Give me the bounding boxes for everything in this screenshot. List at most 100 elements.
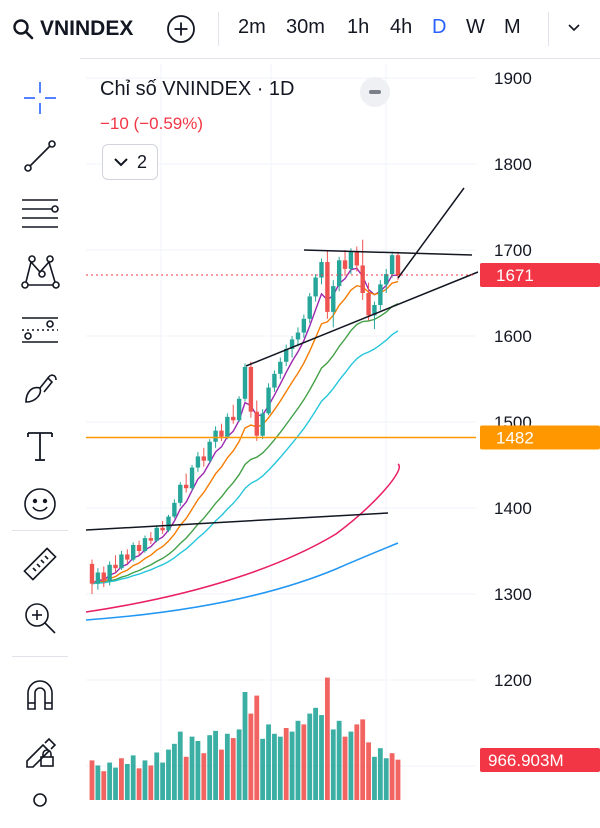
- divider: [12, 656, 68, 657]
- trend-line: [303, 249, 473, 256]
- candle-body: [154, 527, 159, 541]
- volume-bar: [283, 728, 289, 800]
- candle-body: [231, 416, 236, 421]
- indicators-toggle-button[interactable]: 2: [102, 144, 158, 180]
- volume-bar: [154, 752, 160, 800]
- chart-area[interactable]: 1900180017001600150014001300120011001671…: [85, 64, 600, 800]
- interval-30m[interactable]: 30m: [286, 16, 325, 38]
- price-tag-label: 1482: [496, 428, 534, 447]
- volume-bar: [330, 729, 336, 800]
- volume-bar: [124, 764, 130, 800]
- candle-body: [183, 484, 189, 489]
- symbol-search[interactable]: VNINDEX: [12, 14, 133, 44]
- candle-body: [201, 456, 207, 461]
- trend-line-icon[interactable]: [20, 136, 60, 176]
- prediction-icon[interactable]: [20, 310, 60, 350]
- candle-body: [89, 563, 95, 584]
- candle-body: [207, 441, 212, 461]
- volume-bar: [295, 720, 301, 800]
- ruler-icon[interactable]: [20, 545, 60, 585]
- candle-body: [178, 484, 183, 503]
- pattern-icon[interactable]: [20, 252, 60, 292]
- volume-bar: [389, 753, 395, 800]
- interval-m[interactable]: M: [504, 16, 521, 38]
- candle-body: [307, 296, 312, 319]
- zoom-in-icon[interactable]: [20, 598, 60, 638]
- volume-bar: [336, 720, 342, 800]
- volume-bar: [183, 756, 189, 800]
- candle-body: [342, 260, 348, 269]
- price-chart[interactable]: 1900180017001600150014001300120011001671…: [85, 64, 600, 800]
- search-icon: [13, 19, 34, 40]
- candle-body: [225, 416, 230, 437]
- candle-body: [101, 572, 106, 582]
- volume-bar: [301, 724, 307, 800]
- moving-average-line: [85, 463, 401, 613]
- volume-bar: [207, 735, 213, 800]
- price-tag-label: 966.903M: [488, 751, 564, 770]
- candle-body: [366, 293, 371, 316]
- fib-retracement-icon[interactable]: [20, 194, 60, 234]
- trend-line: [397, 187, 465, 279]
- candle-body: [172, 502, 177, 517]
- candle-body: [360, 265, 365, 293]
- interval-w[interactable]: W: [466, 16, 485, 38]
- brush-icon[interactable]: [20, 368, 60, 408]
- volume-bar: [313, 707, 319, 800]
- volume-bar: [219, 749, 224, 800]
- volume-bar: [242, 692, 248, 800]
- candle-body: [195, 456, 201, 468]
- price-tag: [480, 747, 600, 772]
- candle-body: [260, 413, 265, 436]
- candle-body: [236, 398, 242, 421]
- volume-bar: [348, 731, 354, 800]
- candle-body: [372, 305, 377, 316]
- candle-body: [331, 286, 336, 312]
- lock-drawings-icon[interactable]: [20, 730, 60, 770]
- price-tag: [480, 262, 600, 287]
- moving-average-line: [91, 302, 399, 585]
- compare-add-icon[interactable]: [166, 14, 196, 44]
- volume-bar: [130, 755, 136, 800]
- volume-bar: [195, 740, 201, 800]
- volume-bar: [113, 767, 118, 800]
- candle-body: [336, 260, 342, 287]
- magnet-icon[interactable]: [20, 675, 60, 715]
- volume-bar: [254, 695, 260, 800]
- volume-bar: [272, 733, 277, 800]
- volume-bar: [224, 733, 230, 800]
- volume-bar: [248, 713, 254, 800]
- candle-body: [325, 262, 330, 312]
- crosshair-icon[interactable]: [20, 78, 60, 118]
- divider: [548, 12, 549, 46]
- symbol-label: VNINDEX: [40, 17, 134, 40]
- chevron-down-icon[interactable]: [566, 20, 582, 36]
- remove-indicator-icon[interactable]: [360, 77, 390, 107]
- more-tools-icon[interactable]: [20, 788, 60, 828]
- volume-bar: [166, 749, 171, 800]
- candle-body: [107, 564, 112, 582]
- candle-body: [384, 274, 389, 285]
- interval-d[interactable]: D: [432, 16, 447, 38]
- moving-average-line: [91, 330, 399, 585]
- volume-bar: [395, 759, 401, 800]
- y-axis-tick-label: 1700: [494, 241, 532, 260]
- interval-1h[interactable]: 1h: [347, 16, 370, 38]
- volume-bar: [236, 729, 242, 800]
- candle-body: [395, 255, 401, 275]
- interval-4h[interactable]: 4h: [390, 16, 413, 38]
- volume-bar: [230, 738, 236, 800]
- legend-title: Chỉ số VNINDEX · 1D: [100, 78, 295, 100]
- interval-2m[interactable]: 2m: [238, 16, 266, 38]
- y-axis-tick-label: 1900: [494, 69, 532, 88]
- y-axis-tick-label: 1200: [494, 671, 532, 690]
- candle-body: [166, 516, 171, 531]
- text-icon[interactable]: [20, 426, 60, 466]
- y-axis-tick-label: 1800: [494, 155, 532, 174]
- emoji-icon[interactable]: [20, 484, 60, 524]
- volume-bar: [266, 724, 271, 800]
- volume-bar: [324, 677, 330, 800]
- volume-bar: [89, 760, 95, 800]
- y-axis-tick-label: 1300: [494, 585, 532, 604]
- divider: [218, 12, 219, 46]
